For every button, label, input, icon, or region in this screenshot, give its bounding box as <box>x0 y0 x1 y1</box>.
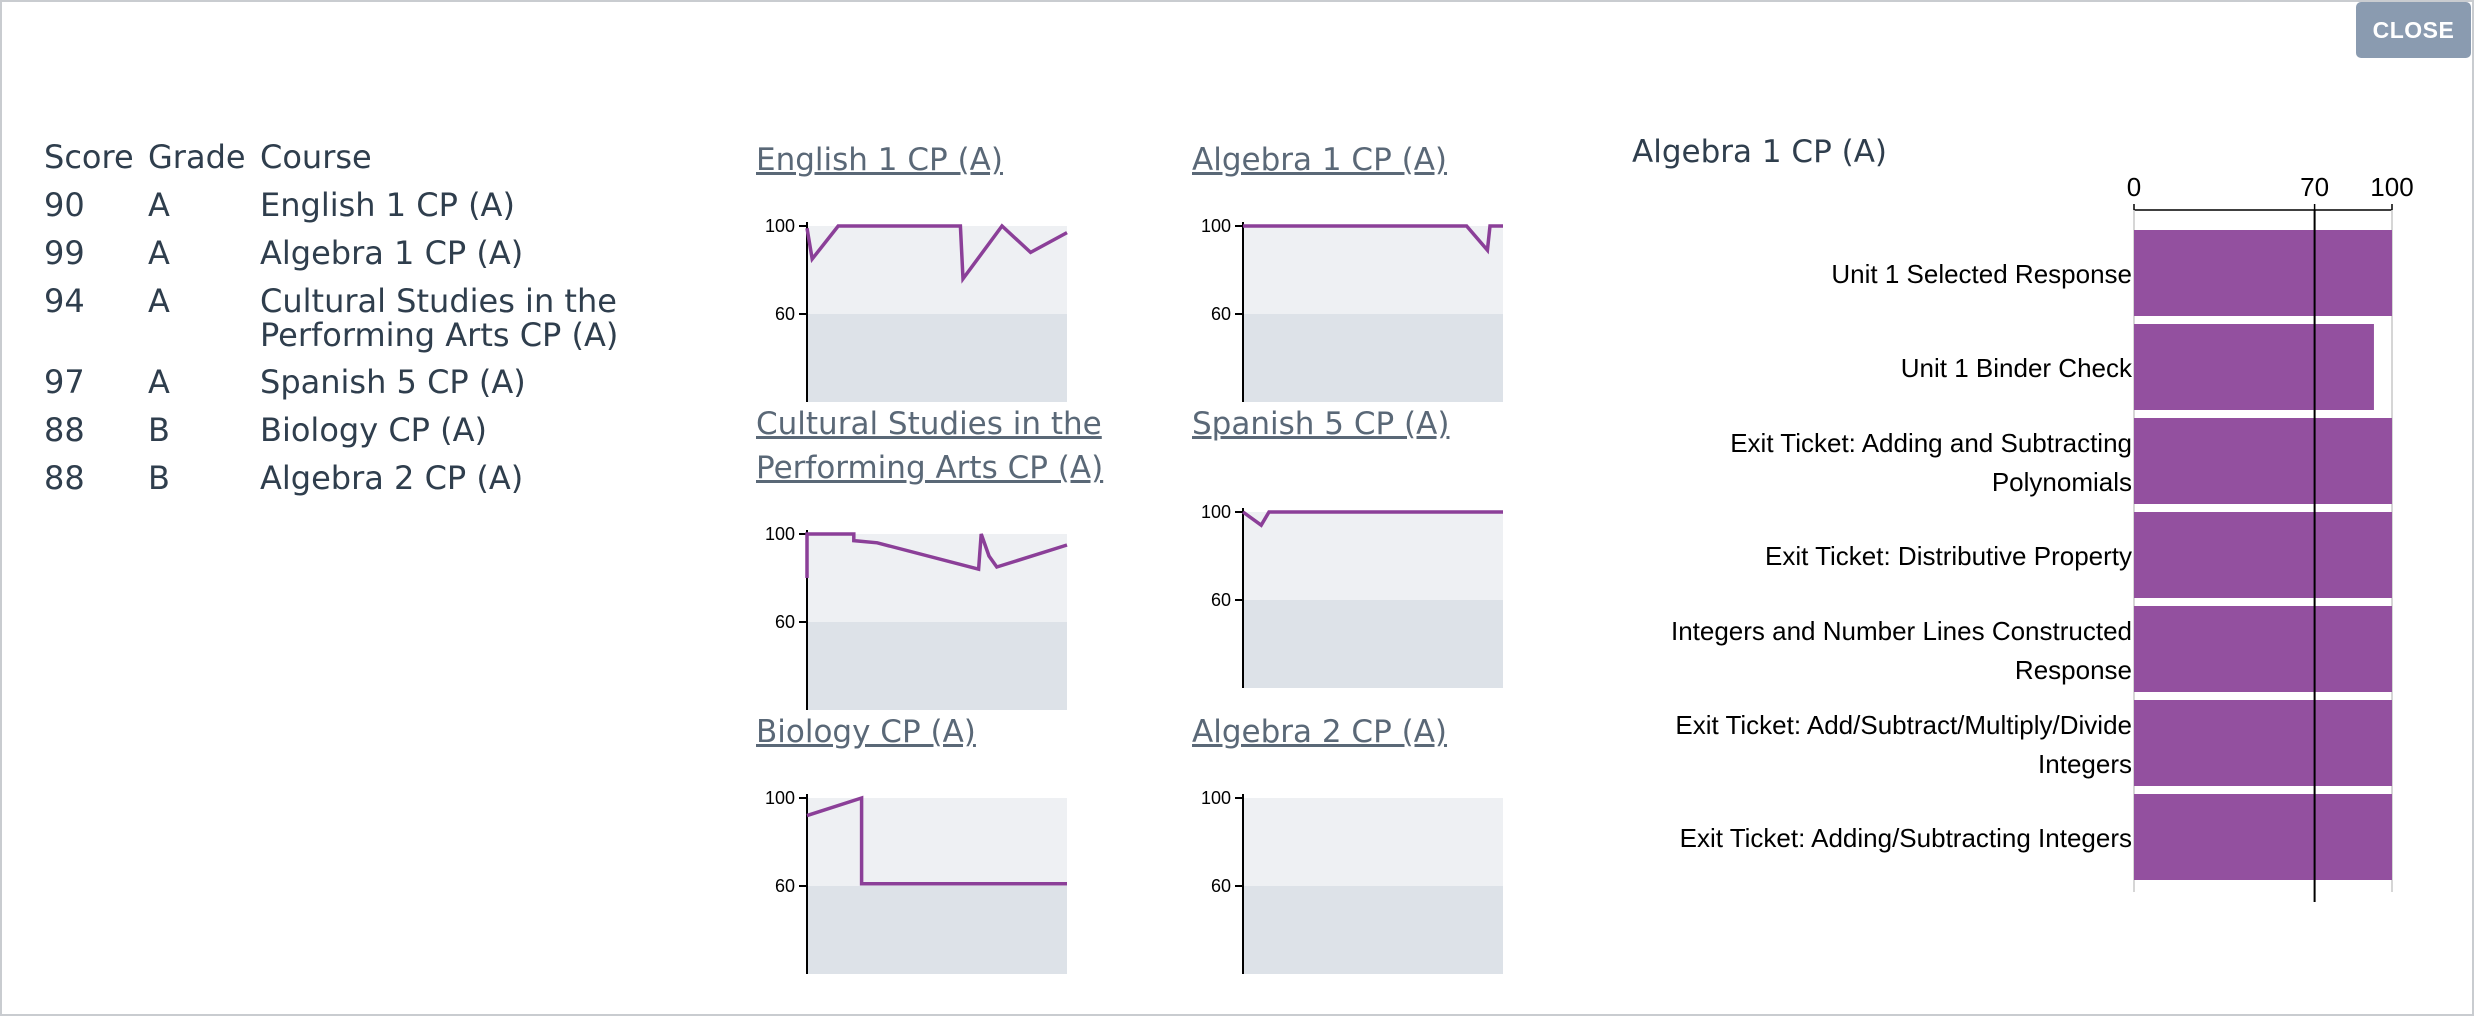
mini-chart-cultural-studies: 100 60 <box>765 526 1068 710</box>
grade-trend-line <box>805 532 1068 578</box>
mini-chart-biology: 100 60 <box>765 790 1067 974</box>
x-tick-label: 70 <box>2300 172 2329 202</box>
mini-chart-title-english-1[interactable]: English 1 CP (A) <box>756 142 1003 178</box>
bar-label: Exit Ticket: Add/Subtract/Multiply/Divid… <box>1675 710 2132 779</box>
bar <box>2134 700 2392 786</box>
plot-band-lower <box>1243 600 1503 688</box>
plot-band-lower <box>807 622 1067 710</box>
grade-cell: B <box>148 459 170 497</box>
score-cell: 94 <box>44 282 85 320</box>
mini-chart-algebra-1: 100 60 <box>1201 218 1503 402</box>
y-tick-label: 60 <box>775 612 795 632</box>
grade-trend-line <box>1243 224 1503 255</box>
grade-cell: A <box>148 363 170 401</box>
y-tick-label: 60 <box>1211 304 1231 324</box>
grade-trend-line <box>1241 510 1503 528</box>
y-tick-label: 60 <box>1211 590 1231 610</box>
course-cell: Algebra 1 CP (A) <box>260 234 524 272</box>
bar-label: Unit 1 Binder Check <box>1901 353 2133 383</box>
bar-label: Exit Ticket: Adding/Subtracting Integers <box>1680 823 2132 853</box>
y-tick-label: 60 <box>1211 876 1231 896</box>
mini-chart-title-spanish-5[interactable]: Spanish 5 CP (A) <box>1192 406 1450 442</box>
mini-chart-title-biology[interactable]: Biology CP (A) <box>756 714 976 750</box>
plot-band-lower <box>807 886 1067 974</box>
bar <box>2134 230 2392 316</box>
header-course: Course <box>260 138 372 176</box>
bar <box>2134 512 2392 598</box>
y-tick-label: 60 <box>775 304 795 324</box>
header-grade: Grade <box>148 138 246 176</box>
plot-band-upper <box>1243 226 1503 314</box>
course-cell: Algebra 2 CP (A) <box>260 459 524 497</box>
plot-band-upper <box>807 534 1067 622</box>
y-tick-label: 100 <box>1201 218 1231 236</box>
bar <box>2134 324 2374 410</box>
bar <box>2134 606 2392 692</box>
mini-chart-spanish-5: 100 60 <box>1201 504 1503 688</box>
plot-band-lower <box>1243 314 1503 402</box>
grade-cell: B <box>148 411 170 449</box>
plot-band-upper <box>1243 798 1503 886</box>
plot-band-lower <box>1243 886 1503 974</box>
close-button[interactable]: CLOSE <box>2356 2 2471 58</box>
y-tick-label: 100 <box>765 526 795 544</box>
mini-chart-title-algebra-2[interactable]: Algebra 2 CP (A) <box>1192 714 1448 750</box>
mini-chart-title-algebra-1[interactable]: Algebra 1 CP (A) <box>1192 142 1448 178</box>
grade-cell: A <box>148 234 170 272</box>
mini-chart-english-1: 100 60 <box>765 218 1068 402</box>
plot-band-upper <box>807 226 1067 314</box>
plot-band-upper <box>807 798 1067 886</box>
bar-label: Integers and Number Lines Constructed Res… <box>1671 616 2132 685</box>
mini-chart-algebra-2: 100 60 <box>1201 790 1503 974</box>
y-tick-label: 60 <box>775 876 795 896</box>
plot-band-lower <box>807 314 1067 402</box>
grade-trend-line <box>805 223 1068 284</box>
bar-label: Exit Ticket: Distributive Property <box>1765 541 2132 571</box>
bar <box>2134 794 2392 880</box>
course-cell: Cultural Studies in the Performing Arts … <box>260 282 619 354</box>
y-tick-label: 100 <box>765 790 795 808</box>
header-score: Score <box>44 138 134 176</box>
score-cell: 88 <box>44 459 85 497</box>
x-tick-label: 100 <box>2370 172 2413 202</box>
score-cell: 97 <box>44 363 85 401</box>
bar-label: Unit 1 Selected Response <box>1831 259 2132 289</box>
score-cell: 90 <box>44 186 85 224</box>
grade-trend-line <box>806 795 1067 886</box>
y-tick-label: 100 <box>1201 504 1231 522</box>
course-cell: Spanish 5 CP (A) <box>260 363 526 401</box>
y-tick-label: 100 <box>765 218 795 236</box>
bar-chart-title: Algebra 1 CP (A) <box>1632 134 1888 170</box>
assignment-bar-chart: 0 70 100 Unit 1 Selected Response Unit 1 Bin… <box>1671 172 2414 902</box>
mini-chart-title-cultural-studies[interactable]: Cultural Studies in the Performing Arts … <box>756 406 1104 486</box>
grade-cell: A <box>148 282 170 320</box>
course-cell: English 1 CP (A) <box>260 186 515 224</box>
score-cell: 99 <box>44 234 85 272</box>
course-cell: Biology CP (A) <box>260 411 487 449</box>
score-cell: 88 <box>44 411 85 449</box>
y-tick-label: 100 <box>1201 790 1231 808</box>
bar <box>2134 418 2392 504</box>
x-tick-label: 0 <box>2127 172 2141 202</box>
bar-label: Exit Ticket: Adding and Subtracting Polyn… <box>1730 428 2132 497</box>
plot-band-upper <box>1243 512 1503 600</box>
grade-cell: A <box>148 186 170 224</box>
